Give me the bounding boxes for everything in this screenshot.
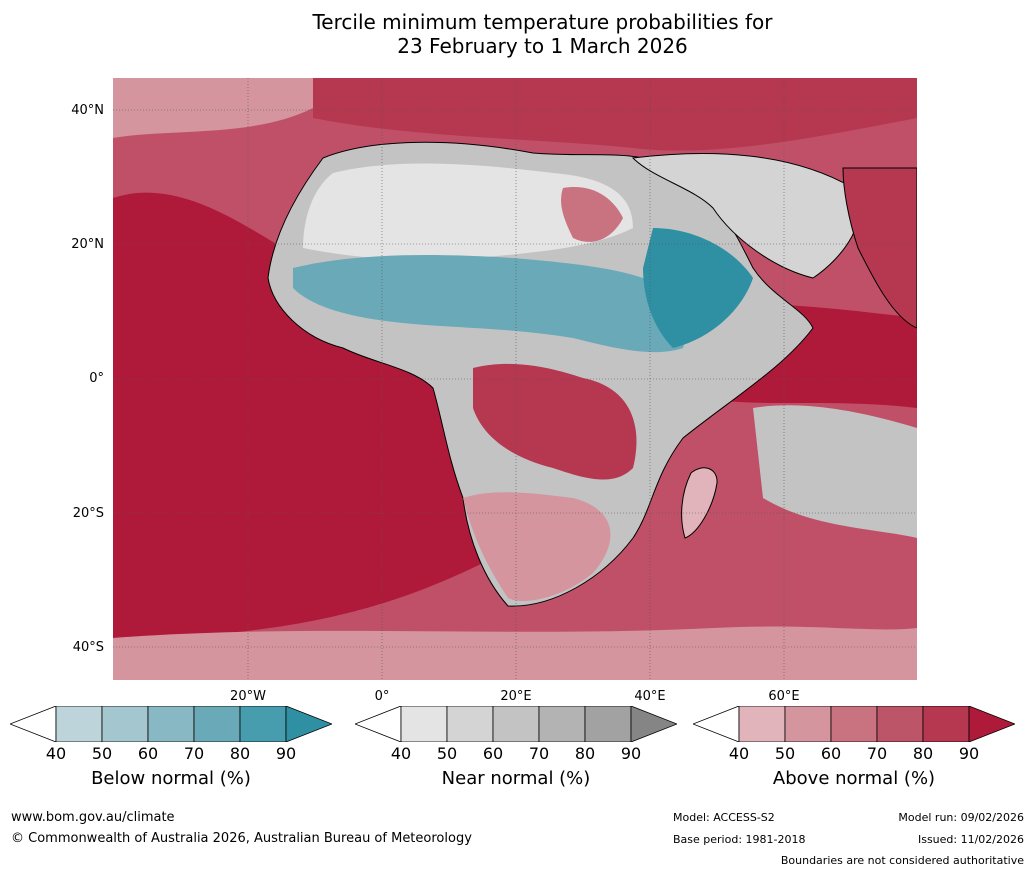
- cbar-near-tick: 40: [390, 744, 412, 763]
- central-africa-above-normal: [473, 363, 637, 480]
- cbar-above-tick: 60: [820, 744, 842, 763]
- colorbar-above-label: Above normal (%): [772, 768, 936, 789]
- sahara-near-normal: [303, 163, 633, 260]
- colorbar-near-label: Near normal (%): [441, 768, 591, 789]
- arabian-peninsula: [631, 152, 860, 279]
- colorbar-near-normal: [355, 706, 677, 742]
- footer-issued: Issued: 11/02/2026: [917, 833, 1024, 846]
- sahel-below-normal: [293, 255, 686, 353]
- cbar-above-segment-2: [784, 706, 832, 742]
- cbar-above-segment-3: [830, 706, 878, 742]
- lat-label-20s: 20°S: [72, 506, 104, 521]
- cbar-near-tick: 70: [528, 744, 550, 763]
- atlantic-above-normal: [113, 192, 493, 638]
- cbar-below-segment-2: [101, 706, 149, 742]
- title-line-1: Tercile minimum temperature probabilitie…: [312, 10, 773, 34]
- cbar-above-over-triangle: [968, 706, 1015, 742]
- cbar-near-tick: 90: [620, 744, 642, 763]
- cbar-near-segment-1: [400, 706, 448, 742]
- cbar-below-under-triangle: [10, 706, 57, 742]
- indian-ocean-near-normal: [753, 405, 917, 538]
- lat-label-40n: 40°N: [71, 103, 104, 118]
- cbar-near-under-triangle: [355, 706, 402, 742]
- colorbar-below-normal: [10, 706, 332, 742]
- cbar-below-tick: 50: [91, 744, 113, 763]
- lon-label-60e: 60°E: [768, 689, 800, 704]
- cbar-near-segment-2: [446, 706, 494, 742]
- horn-below-normal: [643, 228, 753, 348]
- cbar-below-tick: 70: [183, 744, 205, 763]
- cbar-below-segment-4: [193, 706, 241, 742]
- cbar-below-tick: 60: [137, 744, 159, 763]
- footer-website-link[interactable]: www.bom.gov.au/climate: [11, 810, 175, 825]
- cbar-near-segment-5: [584, 706, 632, 742]
- cbar-near-tick: 80: [574, 744, 596, 763]
- cbar-above-tick: 70: [866, 744, 888, 763]
- southern-ocean-band: [113, 626, 917, 680]
- cbar-above-segment-1: [738, 706, 786, 742]
- lon-label-20w: 20°W: [230, 689, 266, 704]
- title-line-2: 23 February to 1 March 2026: [397, 34, 688, 58]
- madagascar: [681, 467, 718, 539]
- mediterranean-above-normal: [313, 78, 917, 151]
- probability-map: [113, 78, 917, 680]
- cbar-below-tick: 40: [45, 744, 67, 763]
- cbar-above-under-triangle: [693, 706, 740, 742]
- southern-africa-mixed: [463, 492, 611, 601]
- lat-label-0: 0°: [89, 371, 104, 386]
- cbar-near-tick: 60: [482, 744, 504, 763]
- cbar-below-tick: 90: [275, 744, 297, 763]
- cbar-above-segment-5: [922, 706, 970, 742]
- cbar-near-segment-4: [538, 706, 586, 742]
- map-title: Tercile minimum temperature probabilitie…: [0, 10, 1035, 58]
- footer-model-run: Model run: 09/02/2026: [898, 811, 1024, 824]
- cbar-above-tick: 90: [958, 744, 980, 763]
- egypt-above-normal: [561, 187, 623, 242]
- footer-base-period: Base period: 1981-2018: [673, 833, 806, 846]
- colorbar-below-label: Below normal (%): [91, 768, 251, 789]
- north-atlantic-band: [113, 78, 313, 138]
- footer-copyright: © Commonwealth of Australia 2026, Austra…: [11, 831, 472, 846]
- graticule: [113, 78, 917, 680]
- cbar-above-tick: 40: [728, 744, 750, 763]
- cbar-above-tick: 50: [774, 744, 796, 763]
- footer-disclaimer: Boundaries are not considered authoritat…: [780, 854, 1024, 867]
- lon-label-0: 0°: [374, 689, 390, 704]
- cbar-below-segment-1: [55, 706, 103, 742]
- cbar-below-tick: 80: [229, 744, 251, 763]
- lon-label-20e: 20°E: [500, 689, 532, 704]
- cbar-below-segment-3: [147, 706, 195, 742]
- lat-label-40s: 40°S: [72, 640, 104, 655]
- cbar-near-over-triangle: [630, 706, 677, 742]
- cbar-near-segment-3: [492, 706, 540, 742]
- cbar-above-segment-4: [876, 706, 924, 742]
- colorbar-above-normal: [693, 706, 1015, 742]
- lat-label-20n: 20°N: [71, 237, 104, 252]
- cbar-near-tick: 50: [436, 744, 458, 763]
- cbar-below-over-triangle: [285, 706, 332, 742]
- cbar-above-tick: 80: [912, 744, 934, 763]
- lon-label-40e: 40°E: [634, 689, 666, 704]
- cbar-below-segment-5: [239, 706, 287, 742]
- india-region: [842, 167, 917, 329]
- footer-model: Model: ACCESS-S2: [673, 811, 775, 824]
